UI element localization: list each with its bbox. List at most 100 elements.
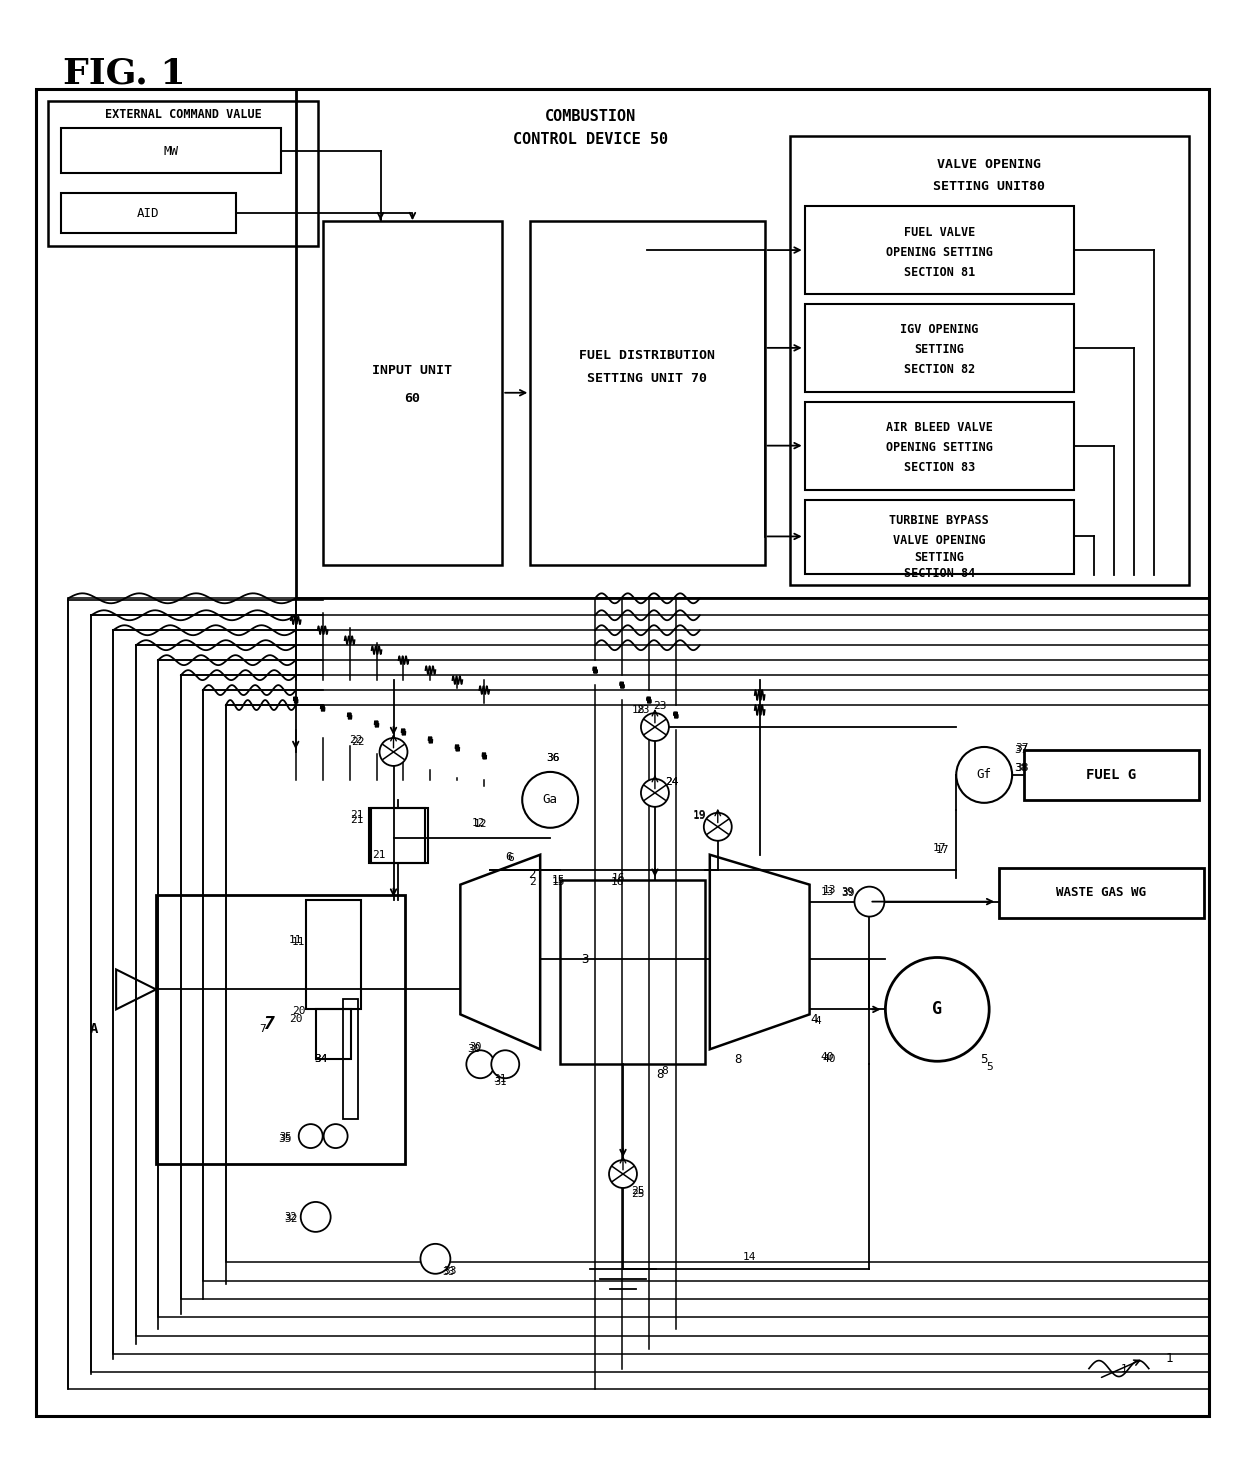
Text: SETTING: SETTING: [914, 552, 965, 563]
Text: 6: 6: [505, 852, 512, 862]
Text: SECTION 81: SECTION 81: [904, 266, 975, 279]
Text: 25: 25: [631, 1186, 645, 1196]
Bar: [61, 128, 280, 174]
Bar: [113, 630, 1209, 1354]
Circle shape: [641, 713, 668, 741]
Text: 38: 38: [1014, 763, 1028, 773]
Bar: [316, 1010, 351, 1059]
Text: 22: 22: [348, 735, 362, 746]
Text: 32: 32: [284, 1212, 298, 1221]
Text: 34: 34: [314, 1055, 327, 1064]
Text: SETTING UNIT 70: SETTING UNIT 70: [587, 372, 707, 385]
Text: 33: 33: [444, 1266, 458, 1275]
Text: 23: 23: [653, 702, 667, 711]
Bar: [368, 808, 429, 862]
Text: 60: 60: [404, 392, 420, 406]
Text: 22: 22: [351, 737, 365, 747]
Bar: [156, 894, 405, 1164]
Text: 6: 6: [507, 852, 513, 862]
Text: FIG. 1: FIG. 1: [63, 57, 186, 90]
Text: Gf: Gf: [977, 769, 992, 782]
Text: 39: 39: [841, 887, 853, 897]
Text: 24: 24: [665, 776, 678, 786]
Text: 16: 16: [611, 872, 625, 883]
Bar: [322, 222, 502, 566]
Bar: [61, 193, 236, 233]
Text: 4: 4: [815, 1017, 821, 1026]
Text: 5: 5: [986, 1062, 992, 1072]
Text: VALVE OPENING: VALVE OPENING: [893, 534, 986, 547]
Text: 40: 40: [823, 1055, 836, 1064]
Text: A: A: [91, 1023, 98, 1036]
Text: SECTION 82: SECTION 82: [904, 363, 975, 376]
Circle shape: [299, 1123, 322, 1148]
Text: 33: 33: [443, 1266, 455, 1277]
Text: 31: 31: [494, 1074, 507, 1084]
Bar: [1024, 750, 1199, 800]
Circle shape: [885, 957, 990, 1061]
Text: 37: 37: [1016, 743, 1029, 753]
Text: 35: 35: [279, 1132, 291, 1142]
Text: 12: 12: [471, 818, 485, 827]
Text: 2: 2: [528, 868, 536, 881]
Circle shape: [466, 1050, 495, 1078]
Bar: [531, 222, 765, 566]
Text: 8: 8: [656, 1068, 663, 1081]
Circle shape: [420, 1245, 450, 1274]
Text: 18: 18: [631, 705, 645, 715]
Text: 7: 7: [259, 1024, 267, 1034]
Text: 5: 5: [981, 1053, 988, 1065]
Text: FUEL G: FUEL G: [1086, 767, 1136, 782]
Text: 12: 12: [474, 818, 487, 829]
Circle shape: [704, 813, 732, 840]
Text: 32: 32: [284, 1214, 298, 1224]
Text: 8: 8: [734, 1053, 742, 1065]
Text: 19: 19: [693, 811, 707, 821]
Text: 8: 8: [661, 1067, 668, 1077]
Text: 17: 17: [935, 845, 949, 855]
Bar: [805, 206, 1074, 293]
Text: 11: 11: [289, 935, 303, 944]
Text: AID: AID: [136, 207, 159, 220]
Bar: [999, 868, 1204, 918]
Text: 4: 4: [811, 1013, 818, 1026]
Text: OPENING SETTING: OPENING SETTING: [885, 245, 993, 258]
Bar: [203, 690, 1209, 1281]
Text: 21: 21: [350, 814, 363, 824]
Text: 16: 16: [610, 877, 624, 887]
Bar: [295, 89, 1209, 598]
Text: WASTE GAS WG: WASTE GAS WG: [1056, 886, 1146, 899]
Circle shape: [956, 747, 1012, 802]
Bar: [226, 705, 1209, 1262]
Text: AIR BLEED VALVE: AIR BLEED VALVE: [885, 422, 993, 435]
Text: FUEL VALVE: FUEL VALVE: [904, 226, 975, 239]
Bar: [790, 136, 1189, 585]
Circle shape: [379, 738, 408, 766]
Text: 30: 30: [469, 1042, 481, 1052]
Text: 21: 21: [372, 849, 386, 859]
Bar: [805, 499, 1074, 575]
Text: 1: 1: [1121, 1364, 1127, 1373]
Text: Ga: Ga: [543, 794, 558, 807]
Text: 39: 39: [841, 887, 854, 897]
Text: 38: 38: [1016, 763, 1029, 773]
Text: MW: MW: [164, 144, 179, 158]
Text: SETTING UNIT80: SETTING UNIT80: [934, 179, 1045, 193]
Bar: [157, 659, 1209, 1316]
Text: 40: 40: [821, 1052, 835, 1062]
Text: FUEL DISTRIBUTION: FUEL DISTRIBUTION: [579, 349, 715, 362]
Bar: [48, 102, 317, 247]
Circle shape: [854, 887, 884, 916]
Text: 15: 15: [552, 874, 565, 884]
Text: 15: 15: [552, 877, 565, 887]
Text: VALVE OPENING: VALVE OPENING: [937, 158, 1042, 171]
Text: 36: 36: [547, 753, 560, 763]
Text: 30: 30: [467, 1045, 481, 1055]
Bar: [342, 999, 357, 1119]
Circle shape: [324, 1123, 347, 1148]
Text: SETTING: SETTING: [914, 343, 965, 356]
Text: SECTION 84: SECTION 84: [904, 568, 975, 579]
Circle shape: [609, 1160, 637, 1188]
Text: COMBUSTION: COMBUSTION: [544, 109, 636, 124]
Text: 3: 3: [582, 953, 589, 966]
